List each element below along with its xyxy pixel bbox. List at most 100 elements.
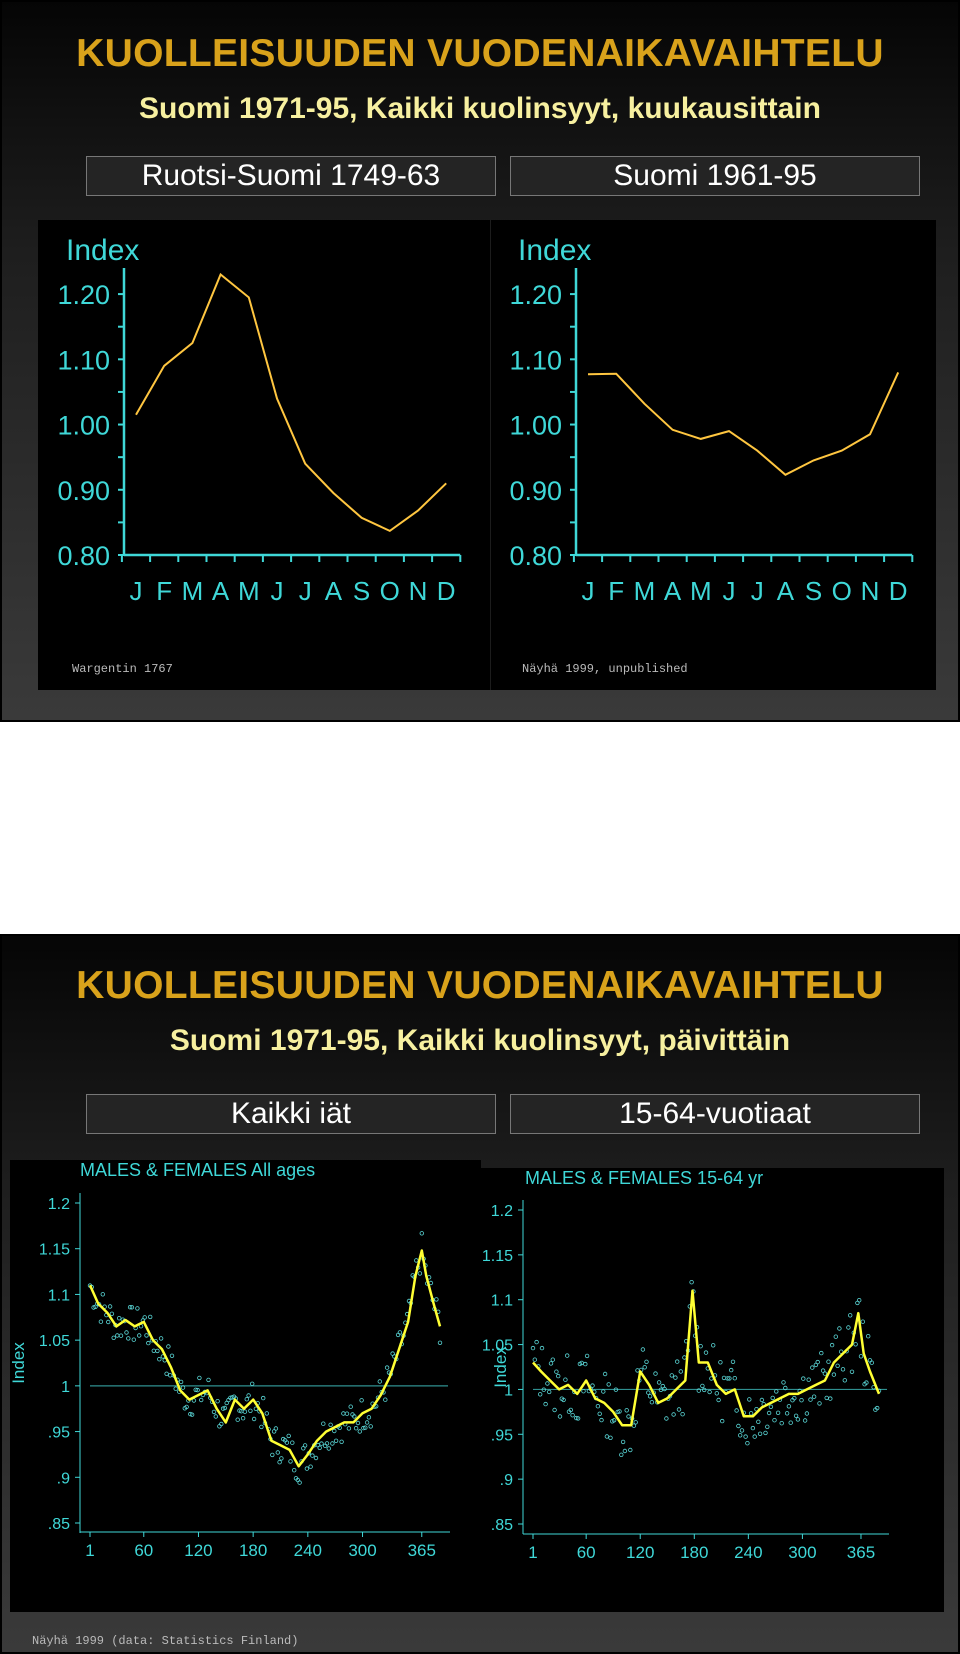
data-point (826, 1359, 831, 1364)
data-point (835, 1363, 840, 1368)
data-point (105, 1319, 111, 1325)
data-point (157, 1356, 162, 1362)
monthly-charts-area: Index 1.20 1.10 1.00 0.90 0.80 J F M A M J J A S O N D In… (38, 220, 936, 690)
data-point (817, 1401, 822, 1406)
data-point (158, 1336, 164, 1341)
data-point (786, 1404, 792, 1409)
data-point (613, 1387, 619, 1392)
data-point (829, 1342, 835, 1348)
y-tick-label: 1.00 (57, 411, 110, 441)
data-point (619, 1452, 624, 1457)
data-point (275, 1450, 280, 1455)
data-point (417, 1271, 423, 1276)
data-point (727, 1376, 732, 1381)
data-point (543, 1401, 548, 1407)
data-point (793, 1413, 799, 1418)
data-point (118, 1333, 124, 1338)
data-point (716, 1397, 721, 1403)
data-point (434, 1297, 439, 1302)
y-tick-label: 0.90 (57, 476, 110, 506)
y-tick-label: 1.10 (57, 345, 110, 375)
data-point (748, 1411, 754, 1416)
data-point (538, 1392, 543, 1397)
slide-daily: KUOLLEISUUDEN VUODENAIKAVAIHTELU Suomi 1… (0, 934, 960, 1654)
data-point (557, 1414, 563, 1419)
y-tick-label: .85 (491, 1517, 513, 1534)
data-point (279, 1456, 284, 1461)
data-point (768, 1404, 774, 1409)
data-point (115, 1333, 120, 1338)
data-point (313, 1455, 319, 1461)
data-point (100, 1292, 105, 1297)
data-point (646, 1390, 651, 1395)
data-point (590, 1383, 595, 1388)
data-point (730, 1359, 736, 1364)
y-tick-label: 0.80 (509, 541, 562, 571)
data-point (169, 1353, 175, 1358)
data-point (147, 1314, 153, 1320)
data-point (628, 1447, 633, 1453)
data-point (126, 1336, 131, 1341)
data-point (869, 1360, 874, 1365)
y-tick-label: 1.20 (57, 280, 110, 310)
data-point (583, 1361, 588, 1367)
x-tick-label: D (889, 576, 908, 606)
data-point (166, 1344, 171, 1349)
data-point (167, 1373, 173, 1378)
series-line (587, 371, 900, 476)
data-point (647, 1394, 653, 1399)
x-tick-label: S (805, 576, 822, 606)
data-point (624, 1408, 629, 1413)
x-tick-label: M (634, 576, 656, 606)
data-point (377, 1379, 382, 1384)
data-point (270, 1452, 275, 1458)
data-point (146, 1340, 151, 1346)
data-point (244, 1396, 249, 1402)
data-point (568, 1407, 573, 1413)
y-tick-label: 1.10 (509, 345, 562, 375)
daily-chart-15-64: MALES & FEMALES 15-64 yr Index 1.2 1.15 1.1 1… (482, 1168, 889, 1562)
data-point (129, 1305, 135, 1310)
data-point (839, 1349, 844, 1354)
data-point (653, 1371, 658, 1376)
data-point (98, 1319, 104, 1324)
data-point (857, 1297, 862, 1303)
data-point (353, 1426, 359, 1431)
data-point (178, 1379, 184, 1385)
data-point (799, 1397, 804, 1403)
data-point (759, 1397, 765, 1403)
y-tick-label: .9 (500, 1472, 513, 1489)
data-point (736, 1423, 741, 1429)
data-point (361, 1425, 366, 1431)
data-point (290, 1440, 295, 1445)
data-point (545, 1381, 550, 1386)
data-point (111, 1335, 116, 1340)
x-tick-label: 300 (348, 1541, 376, 1560)
data-point (136, 1333, 142, 1338)
slide-monthly: KUOLLEISUUDEN VUODENAIKAVAIHTELU Suomi 1… (0, 0, 960, 722)
data-point (811, 1394, 817, 1399)
data-point (584, 1353, 590, 1359)
data-point (552, 1407, 557, 1413)
data-point (725, 1376, 730, 1381)
daily-chart-area-right: MALES & FEMALES 15-64 yr Index 1.2 1.15 1.1 1… (481, 1168, 944, 1612)
data-point (363, 1425, 368, 1430)
data-point (180, 1385, 186, 1390)
data-point (242, 1409, 248, 1414)
data-point (671, 1412, 676, 1417)
source-right: Näyhä 1999, unpublished (522, 662, 688, 676)
data-point (792, 1395, 797, 1401)
data-point (127, 1304, 133, 1310)
data-point (601, 1389, 606, 1394)
data-point (633, 1420, 638, 1425)
y-axis-title: Index (491, 1346, 510, 1388)
y-tick-label: 0.80 (57, 541, 110, 571)
data-point (662, 1386, 667, 1392)
y-tick-label: 1.05 (39, 1333, 70, 1350)
data-point (189, 1412, 195, 1417)
data-point (574, 1415, 579, 1421)
data-point (164, 1371, 169, 1376)
data-point (728, 1367, 734, 1373)
data-point (253, 1406, 259, 1411)
